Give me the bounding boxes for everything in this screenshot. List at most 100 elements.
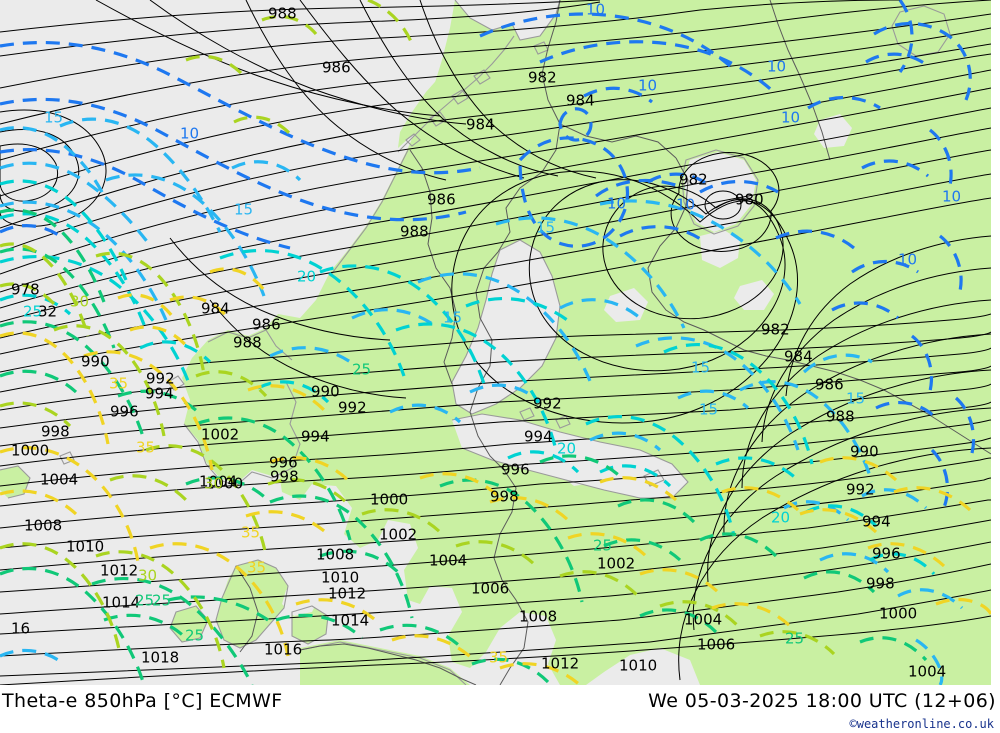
- thetae-label: 15: [691, 359, 710, 377]
- map-panel[interactable]: 9889889869869829829849849849849829829809…: [0, 0, 991, 685]
- thetae-label: 15: [699, 401, 718, 419]
- land-denmark: [216, 560, 288, 648]
- thetae-label: 25: [23, 303, 42, 321]
- isobar-label: 1014: [102, 594, 140, 612]
- water-lake-c: [604, 288, 648, 322]
- isobar-label: 998: [490, 488, 519, 506]
- isobar-label: 984: [566, 92, 595, 110]
- thetae-label: 10: [898, 251, 917, 269]
- thetae-label: 35: [489, 649, 508, 667]
- thetae-label: 25: [185, 627, 204, 645]
- isobar-label: 990: [81, 353, 110, 371]
- isobar-label: 998: [270, 468, 299, 486]
- isobar-label: 1014: [331, 612, 369, 630]
- thetae-label: 15: [44, 109, 63, 127]
- isobar-label: 984: [784, 348, 813, 366]
- isobar-label: 988: [826, 408, 855, 426]
- thetae-label: 10: [607, 195, 626, 213]
- isobar-label: 994: [862, 513, 891, 531]
- isobar-label: 1002: [597, 555, 635, 573]
- isobar-contours: [0, 0, 991, 685]
- isobar-label: 1016: [264, 641, 302, 659]
- isobar-label: 988: [268, 5, 297, 23]
- thetae-label: 20: [771, 509, 790, 527]
- thetae-label: 15: [536, 219, 555, 237]
- isobar-label: 1008: [24, 517, 62, 535]
- thetae-label: 25: [593, 537, 612, 555]
- map-title: Theta-e 850hPa [°C] ECMWF: [2, 690, 283, 712]
- isobar-label: 998: [866, 575, 895, 593]
- isobar-label: 988: [400, 223, 429, 241]
- isobar-label: 980: [735, 191, 764, 209]
- isobar-label: 1012: [541, 655, 579, 673]
- water-gulf-grey: [684, 152, 756, 232]
- isobar-labels: 9889889869869829829849849849849829829809…: [11, 5, 946, 681]
- isobar-label: 1004: [40, 471, 78, 489]
- isobar-label: 978: [11, 281, 40, 299]
- isobar-label: 1000: [205, 475, 243, 493]
- isobar-label: 994: [145, 385, 174, 403]
- national-borders: [235, 0, 991, 685]
- isobar-label: 984: [201, 300, 230, 318]
- isobar-label: 996: [269, 454, 298, 472]
- isobar-label: 1008: [316, 546, 354, 564]
- isobar-label: 986: [322, 59, 351, 77]
- thetae-label: 35: [109, 375, 128, 393]
- isobar-label: 1012: [328, 585, 366, 603]
- thetae-label: 10: [586, 1, 605, 19]
- isobar-label: 1010: [66, 538, 104, 556]
- isobar-label: 1006: [471, 580, 509, 598]
- weather-map-canvas[interactable]: 9889889869869829829849849849849829829809…: [0, 0, 991, 685]
- water-lake-d: [734, 280, 774, 310]
- isobar-label: 1012: [100, 562, 138, 580]
- thetae-label: 15: [443, 309, 462, 327]
- land-southern-norway: [182, 328, 300, 484]
- thetae-label: 35: [136, 439, 155, 457]
- isobar-label: 982: [679, 171, 708, 189]
- isobar-label: 32: [38, 303, 57, 321]
- isobar-label: 992: [338, 399, 367, 417]
- isobar-label: 1006: [697, 636, 735, 654]
- isobar-label: 996: [501, 461, 530, 479]
- isobar-label: 992: [533, 395, 562, 413]
- isobar-label: 982: [761, 321, 790, 339]
- isobar-label: 992: [846, 481, 875, 499]
- isobar-label: 986: [427, 191, 456, 209]
- coastlines: [0, 0, 951, 685]
- thetae-label: 25: [135, 592, 154, 610]
- land-fennoscandia: [208, 0, 991, 685]
- isobar-label: 1004: [684, 611, 722, 629]
- isobar-label: 998: [41, 423, 70, 441]
- isobar-label: 1004: [429, 552, 467, 570]
- isobar-label: 1000: [879, 605, 917, 623]
- thetae-label: 15: [234, 201, 253, 219]
- isobar-label: 986: [815, 376, 844, 394]
- land-island-north: [892, 6, 950, 56]
- isobar-label: 1002: [201, 426, 239, 444]
- thetae-label: 30: [138, 567, 157, 585]
- thetae-contour-15: [0, 117, 964, 685]
- thetae-label: 25: [785, 630, 804, 648]
- isobar-label: 994: [301, 428, 330, 446]
- isobar-label: 984: [466, 116, 495, 134]
- watermark-credit: ©weatheronline.co.uk: [849, 717, 995, 731]
- isobar-label: 1010: [619, 657, 657, 675]
- thetae-contour-10: [0, 0, 976, 513]
- thetae-label: 10: [676, 196, 695, 214]
- isobar-label: 1018: [141, 649, 179, 667]
- land-patch-left: [0, 466, 30, 498]
- thetae-labels: 1010101010101515101010101010101010101515…: [23, 1, 961, 667]
- valid-datetime: We 05-03-2025 18:00 UTC (12+06): [648, 690, 996, 712]
- isobar-label: 1004: [199, 473, 237, 491]
- isobar-label: 990: [850, 443, 879, 461]
- isobar-label: 1000: [370, 491, 408, 509]
- footer-bar: Theta-e 850hPa [°C] ECMWF We 05-03-2025 …: [0, 685, 1000, 733]
- thetae-contour-25: [0, 208, 928, 685]
- isobar-label: 992: [146, 370, 175, 388]
- thetae-label: 15: [846, 390, 865, 408]
- thetae-label: 25: [152, 592, 171, 610]
- isobar-label: 994: [524, 428, 553, 446]
- land-north-germany: [300, 640, 470, 685]
- isobar-label: 990: [311, 383, 340, 401]
